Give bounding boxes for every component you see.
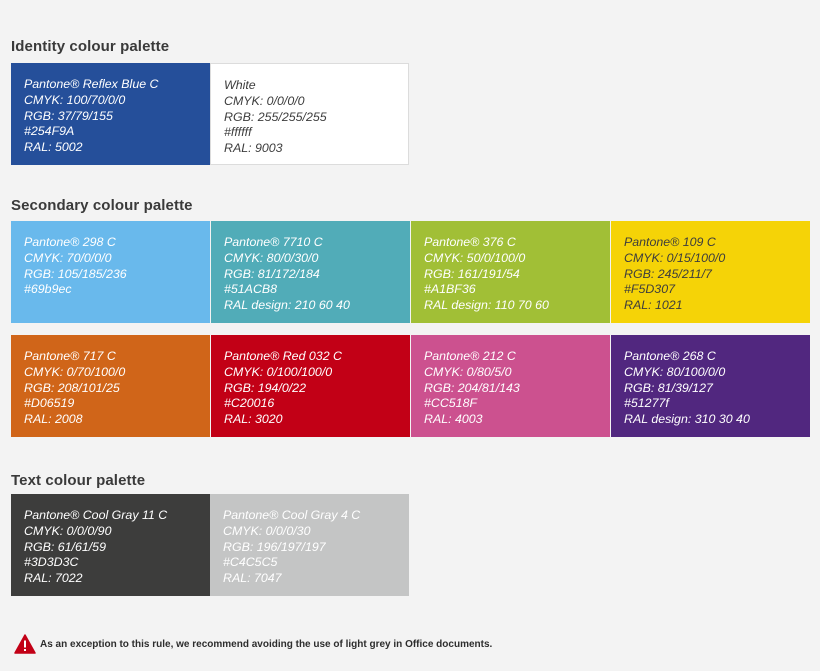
- swatch-line: RAL: 1021: [624, 298, 683, 313]
- swatch-line: #69b9ec: [24, 282, 72, 297]
- swatch-line: Pantone® 109 C: [624, 235, 716, 249]
- swatch-line: Pantone® 717 C: [24, 349, 116, 363]
- swatch-line: White: [224, 78, 256, 92]
- swatch-line: RAL: 4003: [424, 412, 483, 427]
- swatch-line: CMYK: 100/70/0/0: [24, 92, 126, 107]
- swatch-line: #51ACB8: [224, 282, 278, 297]
- swatch-line: RAL: 2008: [24, 412, 83, 427]
- swatch-line: Pantone® Cool Gray 4 C: [223, 508, 361, 522]
- swatch-line: Pantone® 376 C: [424, 235, 516, 249]
- swatch-line: RGB: 245/211/7: [624, 266, 712, 281]
- swatch-line: RAL design: 210 60 40: [224, 298, 350, 313]
- swatch-line: CMYK: 0/15/100/0: [624, 250, 726, 265]
- identity-palette-title: Identity colour palette: [11, 38, 170, 55]
- secondary-swatch-717c: Pantone® 717 C CMYK: 0/70/100/0 RGB: 208/1…: [11, 335, 210, 437]
- swatch-line: RAL design: 110 70 60: [424, 298, 549, 313]
- swatch-line: CMYK: 0/0/0/90: [24, 523, 112, 538]
- swatch-line: CMYK: 50/0/100/0: [424, 250, 526, 265]
- secondary-swatch-red-032c: Pantone® Red 032 C CMYK: 0/100/100/0 RGB: …: [211, 335, 410, 437]
- text-swatch-cool-gray-11c: Pantone® Cool Gray 11 C CMYK: 0/0/0/90 RGB…: [11, 494, 210, 596]
- swatch-line: Pantone® Cool Gray 11 C: [24, 508, 168, 522]
- swatch-line: CMYK: 0/70/100/0: [24, 364, 126, 379]
- swatch-line: RGB: 105/185/236: [24, 266, 127, 281]
- text-palette-title: Text colour palette: [11, 472, 146, 489]
- swatch-line: CMYK: 70/0/0/0: [24, 250, 112, 265]
- swatch-line: #CC518F: [424, 396, 478, 411]
- identity-swatch-white: White CMYK: 0/0/0/0 RGB: 255/255/255 #fffff…: [210, 63, 409, 165]
- text-swatch-cool-gray-4c: Pantone® Cool Gray 4 C CMYK: 0/0/0/30 RGB:…: [210, 494, 409, 596]
- swatch-line: #A1BF36: [424, 282, 476, 297]
- secondary-palette-title: Secondary colour palette: [11, 197, 193, 214]
- swatch-line: Pantone® Red 032 C: [224, 349, 342, 363]
- exception-note: As an exception to this rule, we recomme…: [14, 634, 492, 654]
- warning-triangle-icon: [14, 634, 36, 654]
- swatch-line: Pantone® 212 C: [424, 349, 516, 363]
- swatch-line: #C20016: [224, 396, 275, 411]
- swatch-line: RGB: 196/197/197: [223, 539, 326, 554]
- swatch-line: RAL: 7047: [223, 571, 282, 586]
- swatch-line: #51277f: [624, 396, 669, 411]
- swatch-line: CMYK: 0/0/0/0: [224, 93, 305, 108]
- swatch-line: RGB: 37/79/155: [24, 108, 113, 123]
- warning-exclamation-bar: [24, 640, 26, 648]
- exception-note-text: As an exception to this rule, we recomme…: [40, 638, 493, 650]
- swatch-line: CMYK: 0/100/100/0: [224, 364, 333, 379]
- swatch-line: Pantone® 7710 C: [224, 235, 323, 249]
- swatch-line: RAL: 3020: [224, 412, 283, 427]
- secondary-swatch-268c: Pantone® 268 C CMYK: 80/100/0/0 RGB: 81/39…: [611, 335, 810, 437]
- swatch-line: RAL design: 310 30 40: [624, 412, 750, 427]
- swatch-line: CMYK: 80/0/30/0: [224, 250, 319, 265]
- secondary-swatch-7710c: Pantone® 7710 C CMYK: 80/0/30/0 RGB: 81/17…: [211, 221, 410, 323]
- identity-swatch-reflex-blue: Pantone® Reflex Blue C CMYK: 100/70/0/0 RG…: [11, 63, 210, 165]
- swatch-line: RGB: 61/61/59: [24, 539, 106, 554]
- swatch-line: Pantone® 268 C: [624, 349, 716, 363]
- swatch-line: #ffffff: [224, 125, 252, 140]
- warning-exclamation-dot: [24, 649, 26, 651]
- swatch-line: RAL: 7022: [24, 571, 83, 586]
- swatch-line: RGB: 208/101/25: [24, 380, 120, 395]
- swatch-line: RAL: 9003: [224, 141, 283, 156]
- swatch-line: RGB: 81/39/127: [624, 380, 713, 395]
- secondary-swatch-212c: Pantone® 212 C CMYK: 0/80/5/0 RGB: 204/81/…: [411, 335, 610, 437]
- swatch-line: Pantone® 298 C: [24, 235, 116, 249]
- swatch-line: RGB: 161/191/54: [424, 266, 520, 281]
- swatch-line: #C4C5C5: [223, 555, 278, 570]
- swatch-line: Pantone® Reflex Blue C: [24, 77, 159, 91]
- secondary-swatch-109c: Pantone® 109 C CMYK: 0/15/100/0 RGB: 245/2…: [611, 221, 810, 323]
- swatch-line: #254F9A: [24, 124, 75, 139]
- swatch-line: CMYK: 0/80/5/0: [424, 364, 512, 379]
- swatch-line: RAL: 5002: [24, 140, 83, 155]
- secondary-swatch-298c: Pantone® 298 C CMYK: 70/0/0/0 RGB: 105/185…: [11, 221, 210, 323]
- swatch-line: #3D3D3C: [24, 555, 79, 570]
- swatch-line: #D06519: [24, 396, 75, 411]
- secondary-swatch-376c: Pantone® 376 C CMYK: 50/0/100/0 RGB: 161/1…: [411, 221, 610, 323]
- swatch-line: CMYK: 80/100/0/0: [624, 364, 726, 379]
- swatch-line: #F5D307: [624, 282, 675, 297]
- swatch-line: RGB: 81/172/184: [224, 266, 320, 281]
- swatch-line: RGB: 204/81/143: [424, 380, 520, 395]
- swatch-line: RGB: 255/255/255: [224, 109, 327, 124]
- swatch-line: RGB: 194/0/22: [224, 380, 306, 395]
- swatch-line: CMYK: 0/0/0/30: [223, 523, 311, 538]
